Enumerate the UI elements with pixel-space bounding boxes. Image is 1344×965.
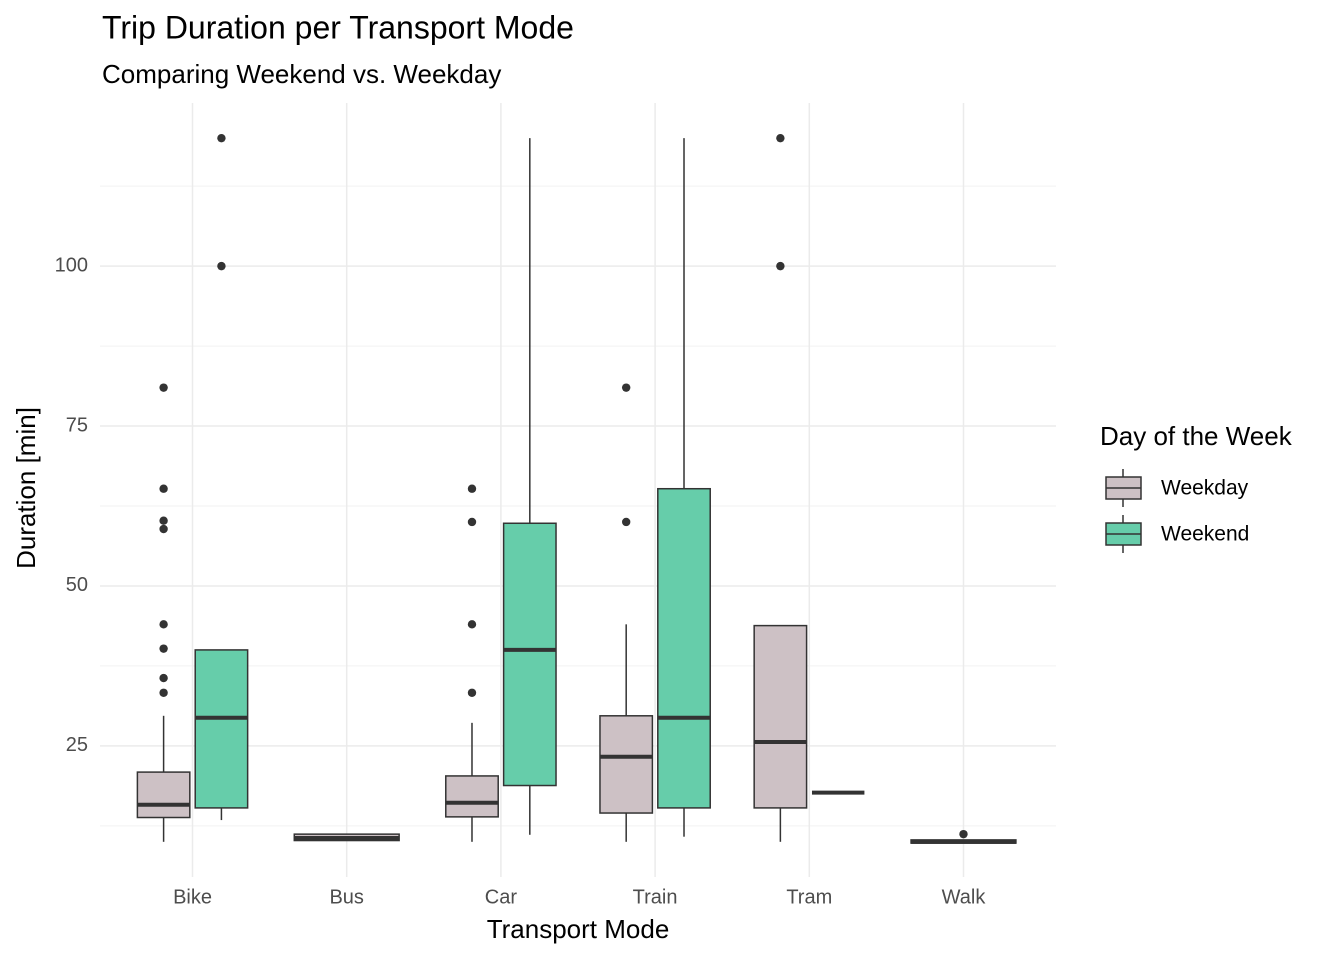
box xyxy=(194,649,249,809)
outlier xyxy=(159,644,168,653)
box xyxy=(445,775,499,818)
legend-title: Day of the Week xyxy=(1100,421,1293,451)
y-tick-label: 75 xyxy=(66,414,88,436)
x-tick-label: Train xyxy=(633,886,678,908)
outlier xyxy=(159,516,168,525)
outlier xyxy=(776,133,785,143)
outlier xyxy=(467,620,477,629)
outlier xyxy=(159,620,168,629)
outlier xyxy=(159,524,168,534)
x-tick-label: Bike xyxy=(173,886,212,908)
y-tick-label: 25 xyxy=(66,734,88,756)
outlier xyxy=(621,383,631,392)
outlier xyxy=(159,673,168,683)
outlier xyxy=(467,484,477,493)
legend-label: Weekend xyxy=(1161,523,1249,546)
outlier xyxy=(467,517,477,527)
box xyxy=(502,522,557,787)
outlier xyxy=(217,261,226,271)
chart-subtitle: Comparing Weekend vs. Weekday xyxy=(102,59,501,89)
box xyxy=(599,715,654,814)
outlier xyxy=(217,133,226,143)
outlier xyxy=(159,383,168,392)
box xyxy=(136,771,191,819)
x-tick-label: Bus xyxy=(329,886,363,908)
outlier xyxy=(959,829,968,839)
y-axis-title: Duration [min] xyxy=(11,407,41,569)
outlier xyxy=(467,688,477,697)
outlier xyxy=(776,261,785,271)
x-tick-label: Car xyxy=(485,886,518,908)
outlier xyxy=(159,688,168,697)
y-tick-label: 100 xyxy=(55,254,88,276)
x-tick-label: Tram xyxy=(786,886,832,908)
box xyxy=(657,487,711,809)
outlier xyxy=(159,484,168,493)
x-axis-title: Transport Mode xyxy=(487,914,670,944)
y-tick-label: 50 xyxy=(66,574,88,596)
box xyxy=(753,624,808,809)
x-tick-label: Walk xyxy=(942,886,987,908)
chart-title: Trip Duration per Transport Mode xyxy=(102,9,574,45)
legend-label: Weekday xyxy=(1161,477,1249,500)
outlier xyxy=(621,517,631,527)
